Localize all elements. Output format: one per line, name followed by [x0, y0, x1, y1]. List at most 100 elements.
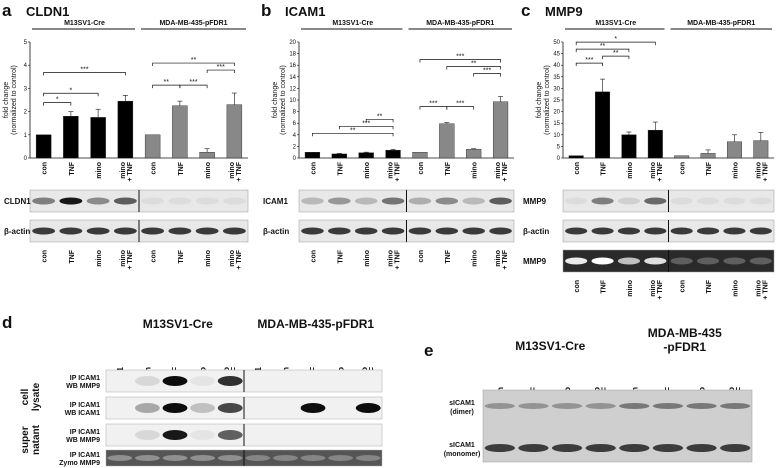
blot-band — [141, 227, 165, 235]
blot-band — [518, 444, 549, 452]
y-axis-label: fold change(normalized to control) — [272, 65, 287, 135]
panel-title: ICAM1 — [285, 4, 325, 19]
blot-band — [591, 257, 614, 265]
row-label: WB MMP9 — [66, 383, 100, 390]
blot-label: MMP9 — [523, 197, 547, 206]
sig-label: ** — [600, 43, 606, 50]
band-label: sICAM1 — [449, 442, 475, 449]
blot-band — [686, 403, 717, 409]
sig-label: *** — [456, 54, 464, 61]
sig-bracket — [206, 69, 235, 74]
sig-bracket — [446, 66, 501, 70]
sig-label: *** — [483, 68, 491, 75]
blot-band — [749, 257, 772, 265]
lane-label-line: TNF — [601, 279, 608, 293]
y-tick-label: 1 — [24, 133, 28, 139]
x-tick-label: con — [151, 162, 158, 174]
y-tick-label: 0 — [293, 156, 297, 162]
x-tick-label: mino + TNF — [755, 161, 769, 181]
lane-label-line: con — [418, 162, 425, 174]
sig-bracket — [43, 102, 72, 106]
x-tick-label: con — [680, 162, 687, 174]
x-tick-label: mino — [627, 162, 634, 179]
x-tick-label: mino — [472, 162, 479, 179]
lane-label-line: mino — [364, 250, 371, 267]
blot-band — [518, 403, 549, 409]
y-tick-label: 5 — [24, 40, 28, 46]
group-label: M13SV1-Cre — [332, 20, 373, 27]
blot-band — [652, 444, 684, 452]
y-tick-label: 20 — [553, 110, 560, 116]
blot-band — [644, 197, 667, 205]
blot-band — [217, 376, 243, 386]
y-tick-label: 4 — [24, 63, 28, 69]
blot-lane-label: mino — [472, 250, 479, 267]
group-label: M13SV1-Cre — [595, 20, 636, 27]
blot-band — [591, 227, 614, 235]
panel-d: dM13SV1-CreMDA-MB-435-pFDR1IgG1conTNFmin… — [2, 313, 383, 467]
blot-band — [168, 227, 192, 235]
bar — [621, 134, 637, 159]
lane-label-line: mino — [96, 250, 103, 267]
blot-lane-label: TNF — [178, 249, 185, 263]
sig-label: ** — [471, 61, 477, 68]
lane-label-line: mino — [472, 162, 479, 179]
blot-lane-label: mino + TNF — [229, 249, 243, 269]
lane-label-line: mino — [120, 250, 127, 267]
lane-label-line: mino — [388, 250, 395, 267]
sig-label: *** — [429, 101, 437, 108]
blot-band — [617, 257, 641, 265]
sig-label: *** — [189, 79, 197, 86]
blot-band — [59, 197, 83, 205]
blot-band — [749, 227, 772, 235]
bar — [90, 117, 106, 159]
bar — [674, 155, 690, 159]
blot-band — [328, 455, 354, 461]
blot-band — [134, 403, 160, 413]
blot-band — [644, 257, 667, 265]
bar — [226, 104, 243, 159]
bar — [304, 151, 321, 159]
lane-label-line: mino — [627, 280, 634, 297]
blot-band — [484, 403, 515, 409]
sig-label: *** — [80, 66, 88, 73]
blot-band — [749, 197, 772, 205]
blot-band — [300, 455, 326, 461]
group-label: M13SV1-Cre — [143, 317, 213, 331]
lane-label-line: con — [680, 162, 687, 174]
x-tick-label: mino — [364, 162, 371, 179]
lane-label-line: mino — [120, 162, 127, 179]
lane-label-line: mino — [755, 280, 762, 297]
blot-band — [86, 227, 110, 235]
blot-lane-label: mino — [732, 280, 739, 297]
lane-label-line: TNF — [445, 161, 452, 175]
blot-band — [195, 227, 219, 235]
sig-bracket — [43, 92, 99, 97]
y-tick-label: 18 — [289, 52, 296, 58]
blot-band — [723, 227, 746, 235]
y-tick-label: 2 — [24, 110, 28, 116]
y-axis-label-line: (normalized to control) — [11, 65, 18, 135]
y-tick-label: 16 — [289, 63, 296, 69]
sig-label: ** — [377, 113, 383, 120]
lane-label-line: mino — [650, 280, 657, 297]
blot-band — [435, 197, 459, 205]
group-label: MDA-MB-435 — [648, 326, 722, 340]
row-label: IP ICAM1 — [70, 402, 100, 409]
y-tick-label: 8 — [293, 110, 297, 116]
lane-label-line: con — [418, 250, 425, 262]
blot-band — [222, 227, 246, 235]
x-tick-label: TNF — [178, 161, 185, 175]
blot-band — [670, 257, 693, 265]
blot-strip — [482, 389, 753, 463]
blot-band — [551, 403, 583, 409]
y-tick-label: 35 — [553, 75, 560, 81]
sig-label: * — [56, 97, 59, 104]
group-side-label-line: cell — [20, 388, 31, 405]
blot-band — [686, 444, 717, 452]
group-side-label-line: natant — [31, 424, 42, 455]
blot-band — [134, 455, 160, 461]
lane-label-line: mino — [732, 162, 739, 179]
bar — [726, 141, 742, 159]
bar — [199, 151, 215, 159]
